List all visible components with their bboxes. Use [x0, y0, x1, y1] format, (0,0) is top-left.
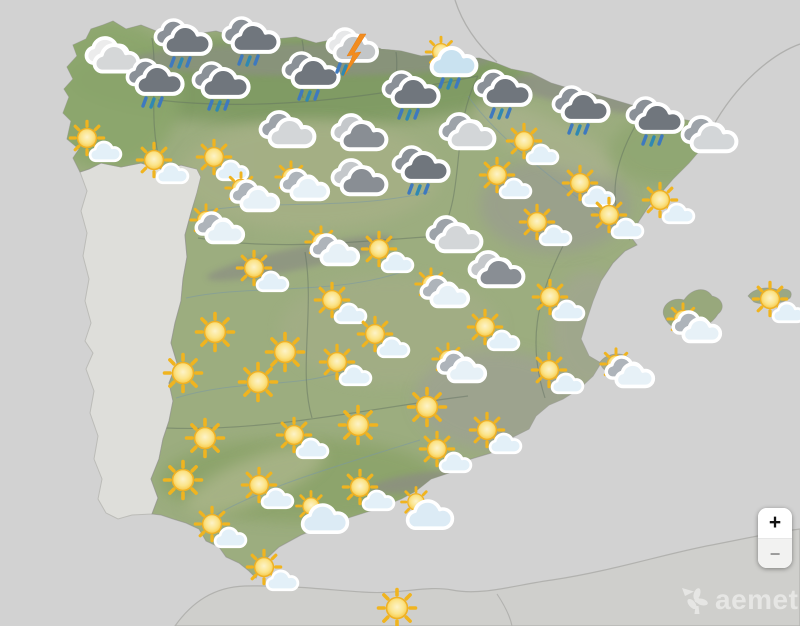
formentera-island — [615, 381, 634, 388]
france-coastline — [454, 0, 800, 129]
aemet-logo: aemet — [680, 584, 798, 616]
zoom-in-button[interactable]: + — [758, 508, 792, 538]
weathervane-icon — [682, 588, 708, 614]
zoom-out-button[interactable]: − — [758, 538, 792, 568]
aemet-logo-text: aemet — [715, 584, 799, 615]
map-zoom-control: + − — [758, 508, 792, 568]
